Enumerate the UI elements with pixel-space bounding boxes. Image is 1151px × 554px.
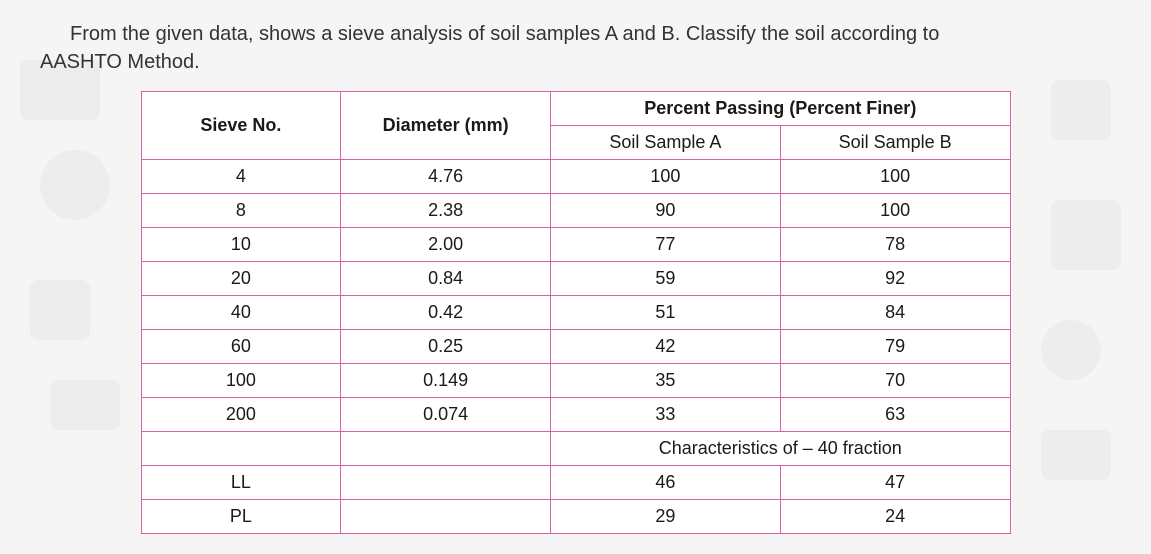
cell-diameter: 0.074 <box>341 398 551 432</box>
cell-diameter: 4.76 <box>341 160 551 194</box>
cell-char-a: 46 <box>551 466 781 500</box>
cell-sample-a: 33 <box>551 398 781 432</box>
table-row: 200.845992 <box>141 262 1010 296</box>
cell-sample-b: 79 <box>780 330 1010 364</box>
cell-sieve: 200 <box>141 398 341 432</box>
cell-char-b: 24 <box>780 500 1010 534</box>
cell-sieve: 40 <box>141 296 341 330</box>
cell-sieve: 10 <box>141 228 341 262</box>
cell-sample-a: 42 <box>551 330 781 364</box>
table-row: 1000.1493570 <box>141 364 1010 398</box>
empty-cell <box>141 432 341 466</box>
cell-sample-a: 100 <box>551 160 781 194</box>
subheader-sample-b: Soil Sample B <box>780 126 1010 160</box>
cell-sieve: 4 <box>141 160 341 194</box>
table-row: 82.3890100 <box>141 194 1010 228</box>
empty-cell <box>341 432 551 466</box>
cell-sample-b: 100 <box>780 160 1010 194</box>
header-diameter: Diameter (mm) <box>341 92 551 160</box>
cell-char-label: PL <box>141 500 341 534</box>
cell-diameter: 0.42 <box>341 296 551 330</box>
cell-char-b: 47 <box>780 466 1010 500</box>
table-row: PL 2924 <box>141 500 1010 534</box>
cell-sample-b: 100 <box>780 194 1010 228</box>
cell-diameter: 0.149 <box>341 364 551 398</box>
cell-sample-a: 90 <box>551 194 781 228</box>
cell-diameter: 0.84 <box>341 262 551 296</box>
table-row: 102.007778 <box>141 228 1010 262</box>
cell-char-label: LL <box>141 466 341 500</box>
subheader-sample-a: Soil Sample A <box>551 126 781 160</box>
cell-sample-a: 77 <box>551 228 781 262</box>
cell-sieve: 100 <box>141 364 341 398</box>
table-row: 600.254279 <box>141 330 1010 364</box>
cell-diameter: 2.38 <box>341 194 551 228</box>
cell-sample-b: 84 <box>780 296 1010 330</box>
table-row: 2000.0743363 <box>141 398 1010 432</box>
cell-sample-b: 63 <box>780 398 1010 432</box>
table-row: 400.425184 <box>141 296 1010 330</box>
header-percent-passing: Percent Passing (Percent Finer) <box>551 92 1010 126</box>
table-row: LL 4647 <box>141 466 1010 500</box>
empty-cell <box>341 466 551 500</box>
cell-diameter: 0.25 <box>341 330 551 364</box>
cell-sieve: 60 <box>141 330 341 364</box>
cell-sieve: 20 <box>141 262 341 296</box>
intro-line-1: From the given data, shows a sieve analy… <box>70 23 939 45</box>
cell-sample-a: 59 <box>551 262 781 296</box>
table-row: 44.76100100 <box>141 160 1010 194</box>
cell-sample-a: 51 <box>551 296 781 330</box>
cell-sample-b: 70 <box>780 364 1010 398</box>
empty-cell <box>341 500 551 534</box>
cell-diameter: 2.00 <box>341 228 551 262</box>
cell-sample-b: 78 <box>780 228 1010 262</box>
cell-char-a: 29 <box>551 500 781 534</box>
cell-sample-a: 35 <box>551 364 781 398</box>
sieve-analysis-table: Sieve No. Diameter (mm) Percent Passing … <box>141 91 1011 534</box>
cell-sample-b: 92 <box>780 262 1010 296</box>
characteristics-header: Characteristics of – 40 fraction <box>551 432 1010 466</box>
header-sieve-no: Sieve No. <box>141 92 341 160</box>
intro-line-2: AASHTO Method. <box>10 48 200 76</box>
cell-sieve: 8 <box>141 194 341 228</box>
problem-statement: From the given data, shows a sieve analy… <box>40 20 1111 76</box>
